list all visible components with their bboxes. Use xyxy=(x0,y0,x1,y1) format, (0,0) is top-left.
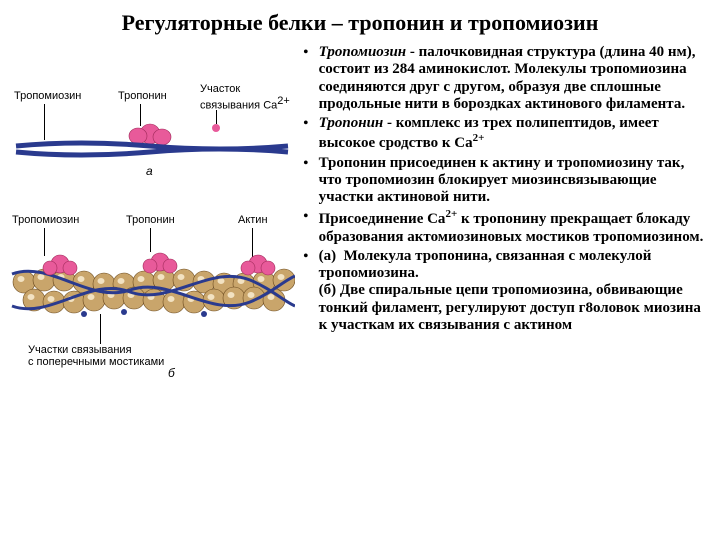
diagram-a: Тропомиозин Тропонин Участоксвязывания C… xyxy=(10,54,295,184)
bullet-text: (а) Молекула тропонина, связанная с моле… xyxy=(319,248,710,334)
diagram-b: Тропомиозин Тропонин Актин xyxy=(10,214,295,404)
label-binding-sites: Участки связыванияс поперечными мостикам… xyxy=(28,344,164,368)
bullet-item: Тропонин - комплекс из трех полипептидов… xyxy=(301,115,710,153)
fig-letter-a: а xyxy=(146,164,153,178)
bullet-text: Тропонин присоединен к актину и тропомио… xyxy=(319,155,710,207)
bullet-text: Присоединение Ca2+ к тропонину прекращае… xyxy=(319,208,710,246)
slide-title: Регуляторные белки – тропонин и тропомио… xyxy=(10,10,710,36)
diagram-b-svg xyxy=(10,246,295,346)
diagram-column: Тропомиозин Тропонин Участоксвязывания C… xyxy=(10,44,295,404)
bullet-text: Тропомиозин - палочковидная структура (д… xyxy=(319,44,710,113)
ca-site-icon xyxy=(212,124,220,132)
bullet-text: Тропонин - комплекс из трех полипептидов… xyxy=(319,115,710,153)
bullet-item: Тропомиозин - палочковидная структура (д… xyxy=(301,44,710,113)
label-tropomyosin-b: Тропомиозин xyxy=(12,214,79,226)
bullet-list: Тропомиозин - палочковидная структура (д… xyxy=(301,44,710,334)
tropomyosin-strand xyxy=(16,143,288,155)
text-column: Тропомиозин - палочковидная структура (д… xyxy=(301,44,710,404)
label-ca-site: Участоксвязывания Ca2+ xyxy=(200,84,290,112)
label-troponin-b: Тропонин xyxy=(126,214,175,226)
content-row: Тропомиозин Тропонин Участоксвязывания C… xyxy=(10,44,710,404)
bullet-item: Присоединение Ca2+ к тропонину прекращае… xyxy=(301,208,710,246)
fig-letter-b: б xyxy=(168,366,175,380)
label-tropomyosin-a: Тропомиозин xyxy=(14,90,81,102)
bullet-item: Тропонин присоединен к актину и тропомио… xyxy=(301,155,710,207)
label-troponin-a: Тропонин xyxy=(118,90,167,102)
bullet-item: (а) Молекула тропонина, связанная с моле… xyxy=(301,248,710,334)
troponin-icon xyxy=(129,124,171,145)
label-actin: Актин xyxy=(238,214,268,226)
